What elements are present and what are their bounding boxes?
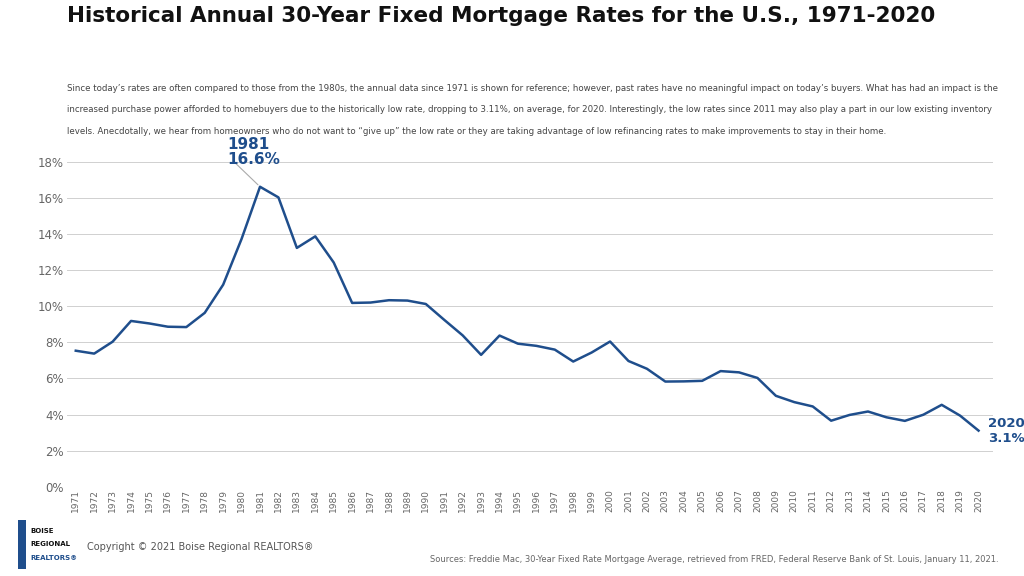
Text: Since today’s rates are often compared to those from the 1980s, the annual data : Since today’s rates are often compared t… [67, 84, 997, 93]
Text: levels. Anecdotally, we hear from homeowners who do not want to “give up” the lo: levels. Anecdotally, we hear from homeow… [67, 127, 886, 137]
Bar [18, 520, 26, 569]
Text: Historical Annual 30-Year Fixed Mortgage Rates for the U.S., 1971-2020: Historical Annual 30-Year Fixed Mortgage… [67, 6, 935, 26]
Text: Sources: Freddie Mac, 30-Year Fixed Rate Mortgage Average, retrieved from FRED, : Sources: Freddie Mac, 30-Year Fixed Rate… [430, 555, 998, 564]
Text: increased purchase power afforded to homebuyers due to the historically low rate: increased purchase power afforded to hom… [67, 105, 991, 115]
Text: BOISE: BOISE [31, 528, 54, 534]
Text: REGIONAL: REGIONAL [31, 541, 71, 547]
Text: 16.6%: 16.6% [227, 151, 280, 166]
Text: 1981: 1981 [227, 137, 269, 152]
Text: REALTORS®: REALTORS® [31, 555, 78, 562]
Text: 3.1%: 3.1% [988, 431, 1024, 445]
Text: Copyright © 2021 Boise Regional REALTORS®: Copyright © 2021 Boise Regional REALTORS… [87, 542, 313, 552]
Text: 2020: 2020 [988, 417, 1024, 430]
